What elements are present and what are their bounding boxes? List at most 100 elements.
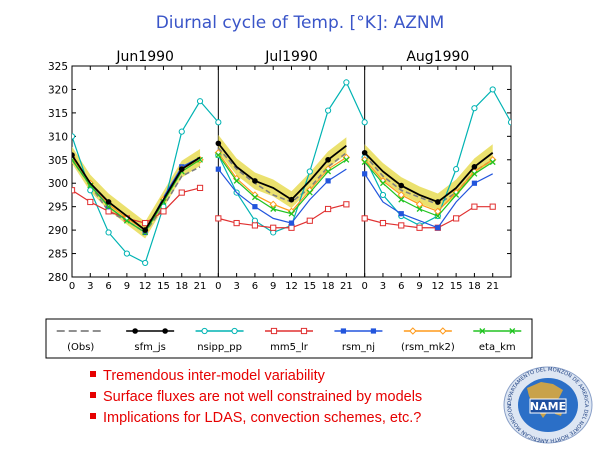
data-point [361, 119, 368, 126]
data-point [215, 140, 222, 147]
y-tick-label: 310 [48, 131, 68, 143]
data-point [361, 149, 368, 156]
bullet-square-icon [90, 392, 96, 399]
data-point [233, 219, 240, 227]
legend-marker [162, 328, 168, 334]
data-point [379, 191, 387, 199]
legend-label: mm5_lr [270, 342, 309, 353]
data-point [471, 105, 478, 112]
y-tick-label: 290 [48, 225, 68, 237]
data-point [398, 182, 405, 189]
data-point [215, 166, 221, 172]
x-tick-label: 0 [69, 281, 75, 292]
data-point [87, 198, 94, 206]
legend-box [45, 318, 533, 359]
series-line [217, 154, 347, 215]
series-group [72, 79, 511, 267]
data-point [379, 219, 387, 227]
data-point [416, 206, 423, 212]
data-point [251, 222, 259, 229]
x-tick-label: 0 [215, 281, 221, 292]
data-point [72, 133, 76, 140]
data-point [398, 196, 405, 203]
data-point [215, 152, 222, 159]
series-line [217, 152, 347, 213]
x-tick-label: 9 [416, 281, 422, 292]
data-point [72, 187, 76, 194]
legend-marker [340, 328, 347, 334]
y-tick-label: 305 [48, 155, 68, 167]
legend-label: rsm_nj [342, 342, 375, 353]
x-tick-label: 0 [361, 281, 367, 292]
series-line [364, 159, 494, 213]
data-point [507, 119, 511, 126]
bullet-text: Tremendous inter-model variability [103, 368, 325, 384]
bullet-item: Implications for LDAS, convection scheme… [90, 408, 422, 429]
data-point [251, 194, 258, 201]
logo-name-text: NAME [530, 400, 566, 413]
data-point [142, 259, 149, 267]
data-point [343, 156, 350, 163]
series-line [364, 173, 493, 229]
chart: Diurnal cycle of Temp. [°K]: AZNM Jun1990… [45, 13, 533, 359]
bullet-item: Surface fluxes are not well constrained … [90, 387, 422, 408]
legend-marker [409, 327, 417, 335]
legend-marker [201, 327, 208, 335]
panel-title: Jul1990 [264, 49, 318, 65]
data-point [471, 170, 478, 177]
series-sfm_js [72, 140, 494, 233]
data-point [379, 180, 386, 187]
data-point [397, 191, 405, 199]
panel-title: Aug1990 [406, 49, 469, 65]
data-point [434, 213, 441, 220]
x-tick-label: 21 [340, 281, 353, 292]
bullet-square-icon [90, 413, 96, 420]
data-point [453, 191, 460, 198]
data-point [343, 201, 350, 208]
legend-marker [439, 327, 447, 335]
y-tick-label: 325 [48, 61, 68, 73]
data-point [288, 210, 295, 217]
data-point [489, 86, 496, 93]
data-point [434, 207, 442, 216]
x-tick-label: 15 [303, 281, 316, 292]
series-line [364, 152, 494, 203]
x-tick-label: 15 [450, 281, 463, 292]
data-point [252, 204, 258, 210]
x-tick-label: 21 [194, 281, 207, 292]
legend-marker [300, 327, 308, 335]
data-point [471, 164, 478, 170]
data-point [435, 225, 441, 231]
legend-marker [370, 328, 377, 334]
x-tick-label: 21 [486, 281, 499, 292]
data-point [435, 199, 441, 205]
y-tick-label: 285 [48, 249, 68, 261]
series-line [364, 161, 494, 217]
y-tick-label: 280 [48, 272, 68, 284]
data-point [343, 79, 350, 86]
series-line [217, 168, 347, 224]
data-point [398, 222, 405, 229]
chart-title: Diurnal cycle of Temp. [°K]: AZNM [156, 13, 445, 33]
data-point [361, 215, 368, 222]
data-point [416, 224, 423, 231]
series-line [217, 142, 347, 201]
data-point [288, 196, 295, 203]
legend-label: (rsm_mk2) [401, 342, 455, 353]
x-tick-label: 12 [139, 281, 152, 292]
y-tick-label: 295 [48, 202, 68, 214]
plot-frame [71, 65, 512, 278]
data-point [105, 203, 112, 210]
data-point [361, 159, 368, 166]
data-point [105, 229, 112, 236]
data-point [160, 208, 167, 215]
data-point [325, 168, 332, 175]
bullet-text: Surface fluxes are not well constrained … [103, 389, 423, 405]
panel-title: Jun1990 [115, 49, 174, 65]
legend-label: eta_km [479, 342, 516, 353]
x-tick-label: 18 [322, 281, 335, 292]
y-tick-label: 320 [48, 84, 68, 96]
data-point [489, 203, 496, 210]
data-point [269, 200, 277, 209]
data-point [398, 211, 404, 217]
